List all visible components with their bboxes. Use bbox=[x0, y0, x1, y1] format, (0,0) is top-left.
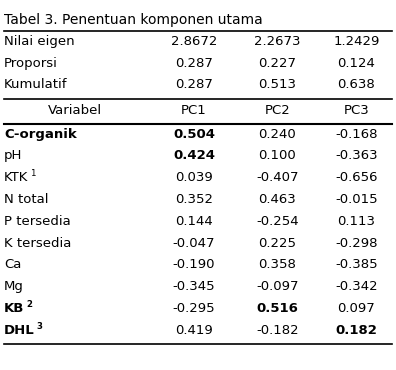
Text: 0.100: 0.100 bbox=[258, 149, 296, 162]
Text: 0.352: 0.352 bbox=[175, 193, 213, 206]
Text: 0.097: 0.097 bbox=[337, 302, 375, 315]
Text: C-organik: C-organik bbox=[4, 128, 77, 141]
Text: PC1: PC1 bbox=[181, 104, 207, 117]
Text: PC3: PC3 bbox=[343, 104, 369, 117]
Text: 2: 2 bbox=[26, 300, 32, 309]
Text: -0.295: -0.295 bbox=[173, 302, 215, 315]
Text: 0.463: 0.463 bbox=[258, 193, 296, 206]
Text: K tersedia: K tersedia bbox=[4, 237, 71, 250]
Text: 3: 3 bbox=[37, 322, 43, 331]
Text: -0.190: -0.190 bbox=[173, 259, 215, 272]
Text: -0.385: -0.385 bbox=[335, 259, 378, 272]
Text: -0.363: -0.363 bbox=[335, 149, 378, 162]
Text: 0.227: 0.227 bbox=[258, 57, 296, 70]
Text: 0.638: 0.638 bbox=[337, 78, 375, 91]
Text: KTK: KTK bbox=[4, 171, 29, 184]
Text: Ca: Ca bbox=[4, 259, 21, 272]
Text: -0.168: -0.168 bbox=[335, 128, 378, 141]
Text: Nilai eigen: Nilai eigen bbox=[4, 35, 74, 48]
Text: 0.225: 0.225 bbox=[258, 237, 296, 250]
Text: 0.504: 0.504 bbox=[173, 128, 215, 141]
Text: DHL: DHL bbox=[4, 324, 35, 337]
Text: Proporsi: Proporsi bbox=[4, 57, 58, 70]
Text: 0.516: 0.516 bbox=[256, 302, 298, 315]
Text: 0.144: 0.144 bbox=[175, 215, 213, 228]
Text: 0.182: 0.182 bbox=[335, 324, 377, 337]
Text: 0.358: 0.358 bbox=[258, 259, 296, 272]
Text: -0.182: -0.182 bbox=[256, 324, 299, 337]
Text: Mg: Mg bbox=[4, 280, 24, 293]
Text: -0.345: -0.345 bbox=[173, 280, 215, 293]
Text: Tabel 3. Penentuan komponen utama: Tabel 3. Penentuan komponen utama bbox=[4, 13, 263, 27]
Text: 0.113: 0.113 bbox=[337, 215, 375, 228]
Text: KB: KB bbox=[4, 302, 24, 315]
Text: -0.015: -0.015 bbox=[335, 193, 378, 206]
Text: Variabel: Variabel bbox=[48, 104, 102, 117]
Text: pH: pH bbox=[4, 149, 22, 162]
Text: 2.2673: 2.2673 bbox=[254, 35, 301, 48]
Text: 0.419: 0.419 bbox=[175, 324, 213, 337]
Text: -0.656: -0.656 bbox=[335, 171, 378, 184]
Text: 0.039: 0.039 bbox=[175, 171, 213, 184]
Text: -0.047: -0.047 bbox=[173, 237, 215, 250]
Text: 1: 1 bbox=[30, 169, 36, 178]
Text: 0.424: 0.424 bbox=[173, 149, 215, 162]
Text: 0.287: 0.287 bbox=[175, 78, 213, 91]
Text: P tersedia: P tersedia bbox=[4, 215, 71, 228]
Text: -0.097: -0.097 bbox=[256, 280, 299, 293]
Text: -0.254: -0.254 bbox=[256, 215, 299, 228]
Text: 0.513: 0.513 bbox=[258, 78, 296, 91]
Text: N total: N total bbox=[4, 193, 48, 206]
Text: -0.298: -0.298 bbox=[335, 237, 378, 250]
Text: -0.342: -0.342 bbox=[335, 280, 378, 293]
Text: -0.407: -0.407 bbox=[256, 171, 299, 184]
Text: 1.2429: 1.2429 bbox=[333, 35, 380, 48]
Text: 0.240: 0.240 bbox=[258, 128, 296, 141]
Text: PC2: PC2 bbox=[264, 104, 290, 117]
Text: 0.287: 0.287 bbox=[175, 57, 213, 70]
Text: Kumulatif: Kumulatif bbox=[4, 78, 67, 91]
Text: 0.124: 0.124 bbox=[337, 57, 375, 70]
Text: 2.8672: 2.8672 bbox=[171, 35, 217, 48]
